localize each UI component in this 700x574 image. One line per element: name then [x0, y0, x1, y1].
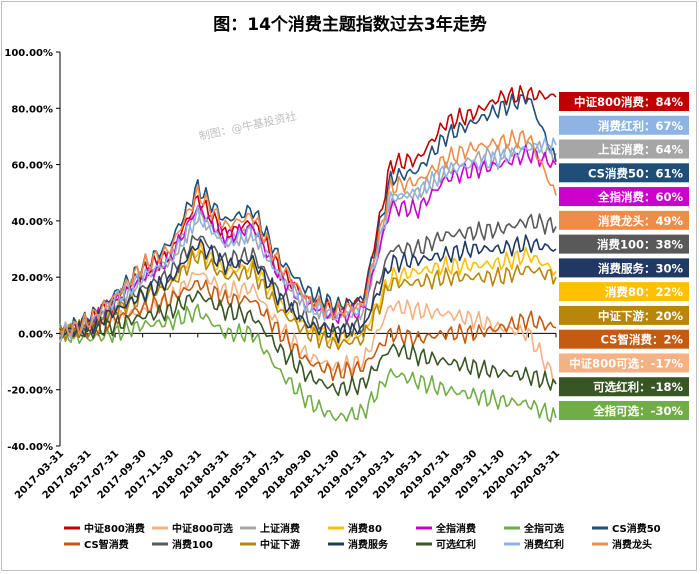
chart-title: 图：14个消费主题指数过去3年走势 [213, 14, 487, 35]
y-tick-label: 0.00% [18, 329, 53, 340]
series-line [59, 303, 557, 423]
end-label-box [559, 210, 689, 230]
end-label-box [559, 282, 689, 302]
end-label: 中证下游：20% [598, 309, 684, 323]
series-line [59, 140, 557, 342]
watermark: 制图：@牛基投资社 [198, 109, 298, 143]
legend-label: 可选红利 [436, 538, 476, 551]
end-label: 全指可选：-30% [592, 404, 683, 418]
x-tick-label: 2020-03-31 [509, 448, 562, 501]
end-label: 消费服务：30% [598, 261, 684, 275]
end-label-box [559, 353, 689, 373]
y-tick-label: -20.00% [7, 386, 53, 397]
end-label-box [559, 258, 689, 278]
legend: 中证800消费 中证800可选 上证消费 消费80 全指消费 全指可选 CS消费50 CS智消… [64, 522, 661, 551]
y-axis: -40.00% -20.00% 0.00% 20.00% 40.00% 60.00% 80.… [4, 48, 61, 453]
legend-label: 中证800消费 [84, 522, 145, 535]
end-label: 消费龙头：49% [598, 214, 684, 228]
y-tick-label: -40.00% [7, 442, 53, 453]
y-tick-label: 60.00% [11, 161, 53, 172]
series-line [59, 290, 557, 397]
series-line [59, 279, 557, 382]
end-label: 中证800可选：-17% [569, 356, 683, 370]
y-tick-label: 100.00% [4, 48, 53, 59]
legend-label: 消费100 [172, 538, 213, 551]
end-label: 上证消费：64% [598, 143, 684, 157]
y-tick-label: 20.00% [11, 273, 53, 284]
end-label: 全指消费：60% [597, 190, 684, 204]
end-label: 消费100：38% [597, 238, 684, 252]
legend-label: 全指可选 [523, 522, 564, 535]
series-line [59, 249, 557, 351]
legend-label: CS智消费 [84, 538, 129, 551]
end-label-box [559, 401, 689, 420]
end-label-box [559, 139, 689, 159]
series-layer [59, 85, 557, 423]
end-label-box [559, 115, 689, 135]
series-line [59, 129, 557, 337]
legend-label: CS消费50 [612, 522, 661, 535]
legend-label: 消费红利 [524, 538, 564, 551]
series-line [59, 137, 557, 342]
legend-label: 中证下游 [260, 538, 300, 551]
end-label-box [559, 234, 689, 254]
series-line [59, 234, 557, 344]
legend-label: 全指消费 [435, 522, 476, 535]
end-label-box [559, 92, 689, 111]
y-tick-label: 40.00% [11, 217, 53, 228]
end-label: CS消费50：61% [588, 166, 683, 180]
end-label: CS智消费：2% [601, 333, 684, 347]
end-labels: 中证800消费：84% 消费红利：67% 上证消费：64% CS消费50：61% 全指消… [559, 92, 689, 420]
end-label-box [559, 377, 689, 397]
end-label: 可选红利：-18% [593, 380, 683, 394]
end-label-box [559, 187, 689, 207]
legend-label: 消费80 [348, 522, 382, 535]
end-label-box [559, 329, 689, 349]
end-label-box [559, 163, 689, 183]
series-line [59, 213, 557, 342]
end-label: 消费红利：67% [598, 119, 684, 133]
end-label: 消费80：22% [605, 285, 684, 299]
legend-label: 消费龙头 [612, 538, 652, 551]
end-label-box [559, 305, 689, 325]
legend-label: 上证消费 [260, 522, 300, 535]
legend-label: 中证800可选 [172, 522, 233, 535]
y-tick-label: 80.00% [11, 104, 53, 115]
legend-label: 消费服务 [348, 538, 389, 551]
end-label: 中证800消费：84% [574, 95, 684, 109]
